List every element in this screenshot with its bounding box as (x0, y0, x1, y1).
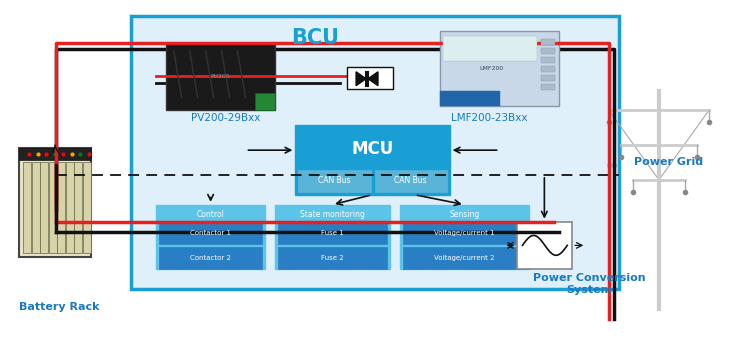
Bar (23, 162, 32, 253)
Text: LMF200: LMF200 (479, 66, 504, 71)
Bar (542, 57, 555, 63)
Bar (66, 162, 74, 253)
Bar (442, 36, 538, 61)
Bar (542, 75, 555, 81)
Polygon shape (356, 72, 366, 86)
Bar (82, 162, 91, 253)
Bar (518, 222, 572, 269)
Bar (74, 162, 82, 253)
Polygon shape (368, 72, 378, 86)
Text: LMF200-23Bxx: LMF200-23Bxx (452, 114, 528, 123)
Text: MCU: MCU (352, 140, 394, 158)
Text: Battery Rack: Battery Rack (19, 302, 100, 312)
Text: BCU: BCU (291, 28, 339, 48)
Text: Contactor 2: Contactor 2 (190, 255, 231, 261)
Bar (40, 162, 48, 253)
Bar (403, 223, 526, 244)
Bar (49, 162, 57, 253)
Bar (296, 125, 450, 195)
Text: Power Conversion
System: Power Conversion System (533, 273, 646, 295)
Text: State monitoring: State monitoring (300, 210, 365, 219)
Text: Fuse 1: Fuse 1 (321, 231, 344, 237)
Bar (20, 148, 91, 160)
Text: CAN Bus: CAN Bus (318, 176, 351, 185)
Bar (298, 170, 370, 192)
Text: CAN Bus: CAN Bus (394, 176, 427, 185)
Bar (374, 170, 447, 192)
Bar (156, 205, 266, 269)
Text: Voltage/current 1: Voltage/current 1 (434, 231, 495, 237)
Bar (542, 48, 555, 54)
Bar (159, 248, 262, 269)
Text: PV200: PV200 (211, 74, 230, 79)
Bar (256, 92, 275, 110)
Bar (159, 223, 262, 244)
Bar (542, 66, 555, 72)
Bar (347, 67, 393, 89)
Text: Control: Control (196, 210, 224, 219)
Bar (32, 162, 40, 253)
Bar (275, 205, 390, 269)
Text: Voltage/current 2: Voltage/current 2 (434, 255, 495, 261)
Bar (542, 84, 555, 90)
Bar (440, 91, 500, 105)
Bar (440, 31, 560, 105)
Text: Power Grid: Power Grid (634, 157, 704, 167)
Bar (400, 205, 530, 269)
Bar (278, 248, 387, 269)
Bar (403, 248, 526, 269)
Bar (20, 148, 91, 257)
Bar (57, 162, 65, 253)
Bar (542, 39, 555, 45)
Text: Fuse 2: Fuse 2 (321, 255, 344, 261)
Bar (166, 43, 275, 110)
Bar (278, 223, 387, 244)
Bar (131, 16, 619, 289)
Text: Sensing: Sensing (449, 210, 480, 219)
Text: Contactor 1: Contactor 1 (190, 231, 231, 237)
Text: PV200-29Bxx: PV200-29Bxx (190, 114, 260, 123)
